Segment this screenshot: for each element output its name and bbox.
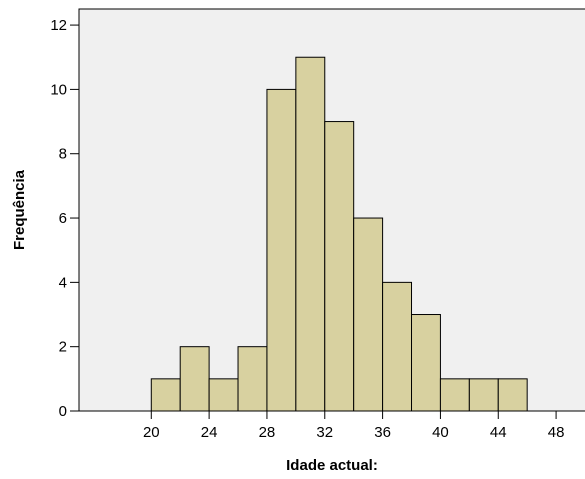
histogram-bar-32-34	[324, 121, 355, 412]
histogram-bar-22-24	[179, 346, 210, 412]
histogram-bar-36-38	[382, 281, 413, 412]
x-tick-label-28: 28	[259, 424, 276, 441]
x-tick-label-20: 20	[143, 424, 160, 441]
x-axis: 20 24 28 32 36 40 44 48	[79, 410, 585, 441]
x-tick-label-36: 36	[374, 424, 391, 441]
x-tick-label-44: 44	[490, 424, 507, 441]
histogram-bar-24-26	[208, 378, 239, 412]
y-tick-label-10: 10	[50, 81, 67, 98]
histogram-bar-28-30	[266, 88, 297, 412]
x-tick-label-32: 32	[316, 424, 333, 441]
histogram-bar-30-32	[295, 56, 326, 412]
histogram-bar-44-46	[497, 378, 528, 412]
y-tick-label-0: 0	[59, 403, 67, 420]
x-axis-title: Idade actual:	[286, 457, 378, 474]
histogram-bar-26-28	[237, 346, 268, 412]
x-tick-label-40: 40	[432, 424, 449, 441]
histogram-bar-38-40	[411, 314, 441, 412]
y-tick-label-8: 8	[59, 146, 67, 163]
y-tick-label-12: 12	[50, 17, 67, 34]
y-tick-label-2: 2	[59, 339, 67, 356]
y-tick-label-6: 6	[59, 210, 67, 227]
y-axis: 0 2 4 6 8 10 12	[50, 9, 80, 420]
x-tick-label-24: 24	[201, 424, 218, 441]
histogram-bar-20-22	[150, 378, 181, 412]
histogram-bar-40-42	[439, 378, 470, 412]
histogram-bar-34-36	[353, 217, 384, 412]
x-tick-label-48: 48	[548, 424, 565, 441]
y-axis-title: Frequência	[11, 169, 28, 250]
histogram-bar-42-44	[468, 378, 499, 412]
bars-group	[150, 56, 528, 412]
y-tick-label-4: 4	[59, 274, 67, 291]
